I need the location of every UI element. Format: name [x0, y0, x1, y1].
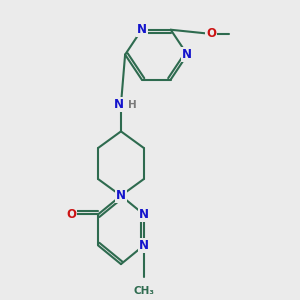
Text: H: H: [128, 100, 137, 110]
Text: N: N: [137, 23, 147, 36]
Text: N: N: [139, 208, 149, 221]
Text: N: N: [116, 189, 126, 202]
Text: N: N: [139, 239, 149, 252]
Text: CH₃: CH₃: [133, 286, 154, 296]
Text: O: O: [206, 27, 216, 40]
Text: N: N: [182, 48, 192, 61]
Text: N: N: [114, 98, 124, 111]
Text: O: O: [66, 208, 76, 221]
